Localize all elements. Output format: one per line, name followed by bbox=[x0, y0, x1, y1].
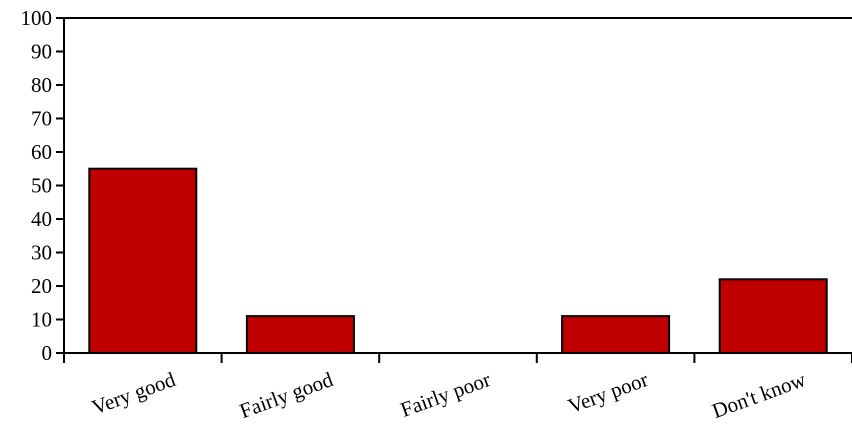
bar-1 bbox=[245, 315, 355, 355]
y-tick-label: 70 bbox=[31, 107, 52, 131]
y-tick-label: 0 bbox=[42, 341, 53, 365]
x-category-label: Don't know bbox=[709, 367, 810, 423]
bar-3 bbox=[561, 315, 671, 355]
bar-0 bbox=[88, 167, 198, 354]
y-tick-label: 100 bbox=[21, 6, 53, 30]
y-tick-label: 20 bbox=[31, 274, 52, 298]
y-tick-label: 60 bbox=[31, 140, 52, 164]
x-category-label: Fairly good bbox=[236, 367, 336, 423]
y-tick-label: 30 bbox=[31, 241, 52, 265]
x-tick-labels: Very good Fairly good Fairly poor Very poor… bbox=[89, 367, 810, 423]
y-tick-label: 80 bbox=[31, 73, 52, 97]
x-category-label: Very good bbox=[89, 367, 179, 419]
x-category-label: Very poor bbox=[565, 367, 652, 418]
y-tick-label: 50 bbox=[31, 174, 52, 198]
y-tick-label: 40 bbox=[31, 207, 52, 231]
y-tick-label: 90 bbox=[31, 40, 52, 64]
y-tick-label: 10 bbox=[31, 308, 52, 332]
x-category-label: Fairly poor bbox=[397, 367, 493, 422]
y-tick-labels: 0 10 20 30 40 50 60 70 80 90 100 bbox=[21, 6, 53, 365]
axes-group bbox=[56, 17, 852, 363]
bars-group bbox=[88, 167, 828, 355]
bar-4 bbox=[718, 278, 828, 354]
